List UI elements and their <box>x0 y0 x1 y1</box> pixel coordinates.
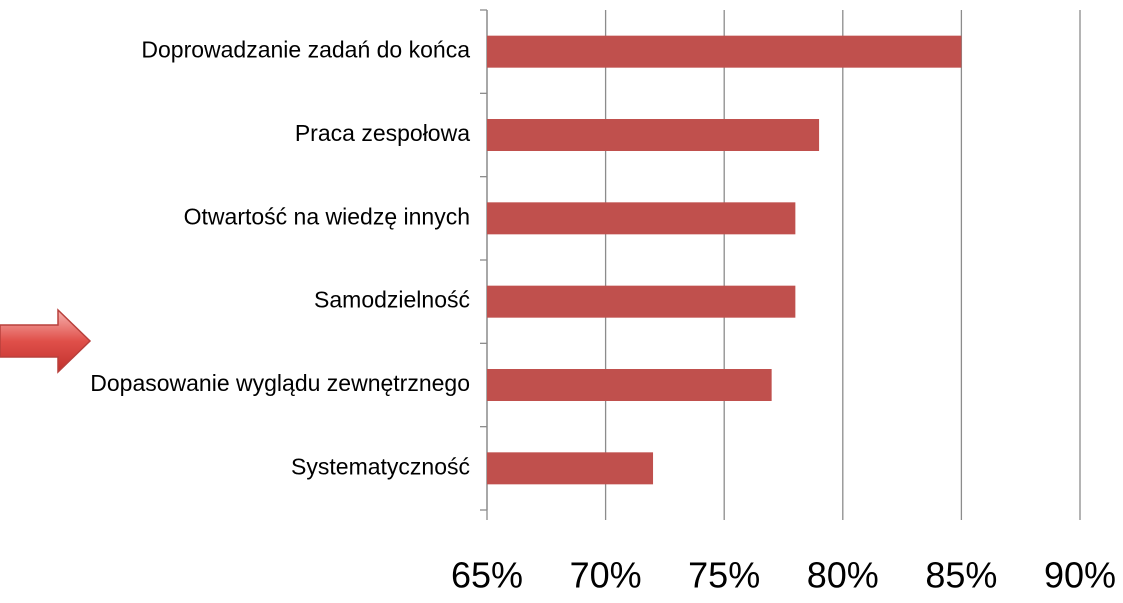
y-tick-label: Systematyczność <box>291 453 470 479</box>
y-tick-label: Dopasowanie wyglądu zewnętrznego <box>90 370 470 396</box>
x-tick-label: 90% <box>1044 555 1116 596</box>
x-tick-label: 75% <box>688 555 760 596</box>
bar <box>487 452 654 485</box>
bar <box>487 35 962 68</box>
y-tick-label: Samodzielność <box>314 287 470 313</box>
y-tick-label: Praca zespołowa <box>295 120 470 146</box>
x-tick-label: 65% <box>451 555 523 596</box>
bar <box>487 285 796 318</box>
arrow <box>0 308 92 374</box>
x-tick-label: 70% <box>570 555 642 596</box>
y-tick-label: Otwartość na wiedzę innych <box>184 203 470 229</box>
bar <box>487 119 820 151</box>
x-tick-label: 80% <box>807 555 879 596</box>
bar <box>487 369 772 401</box>
bar <box>487 202 796 235</box>
x-tick-label: 85% <box>925 555 997 596</box>
y-tick-label: Doprowadzanie zadań do końca <box>141 37 470 63</box>
